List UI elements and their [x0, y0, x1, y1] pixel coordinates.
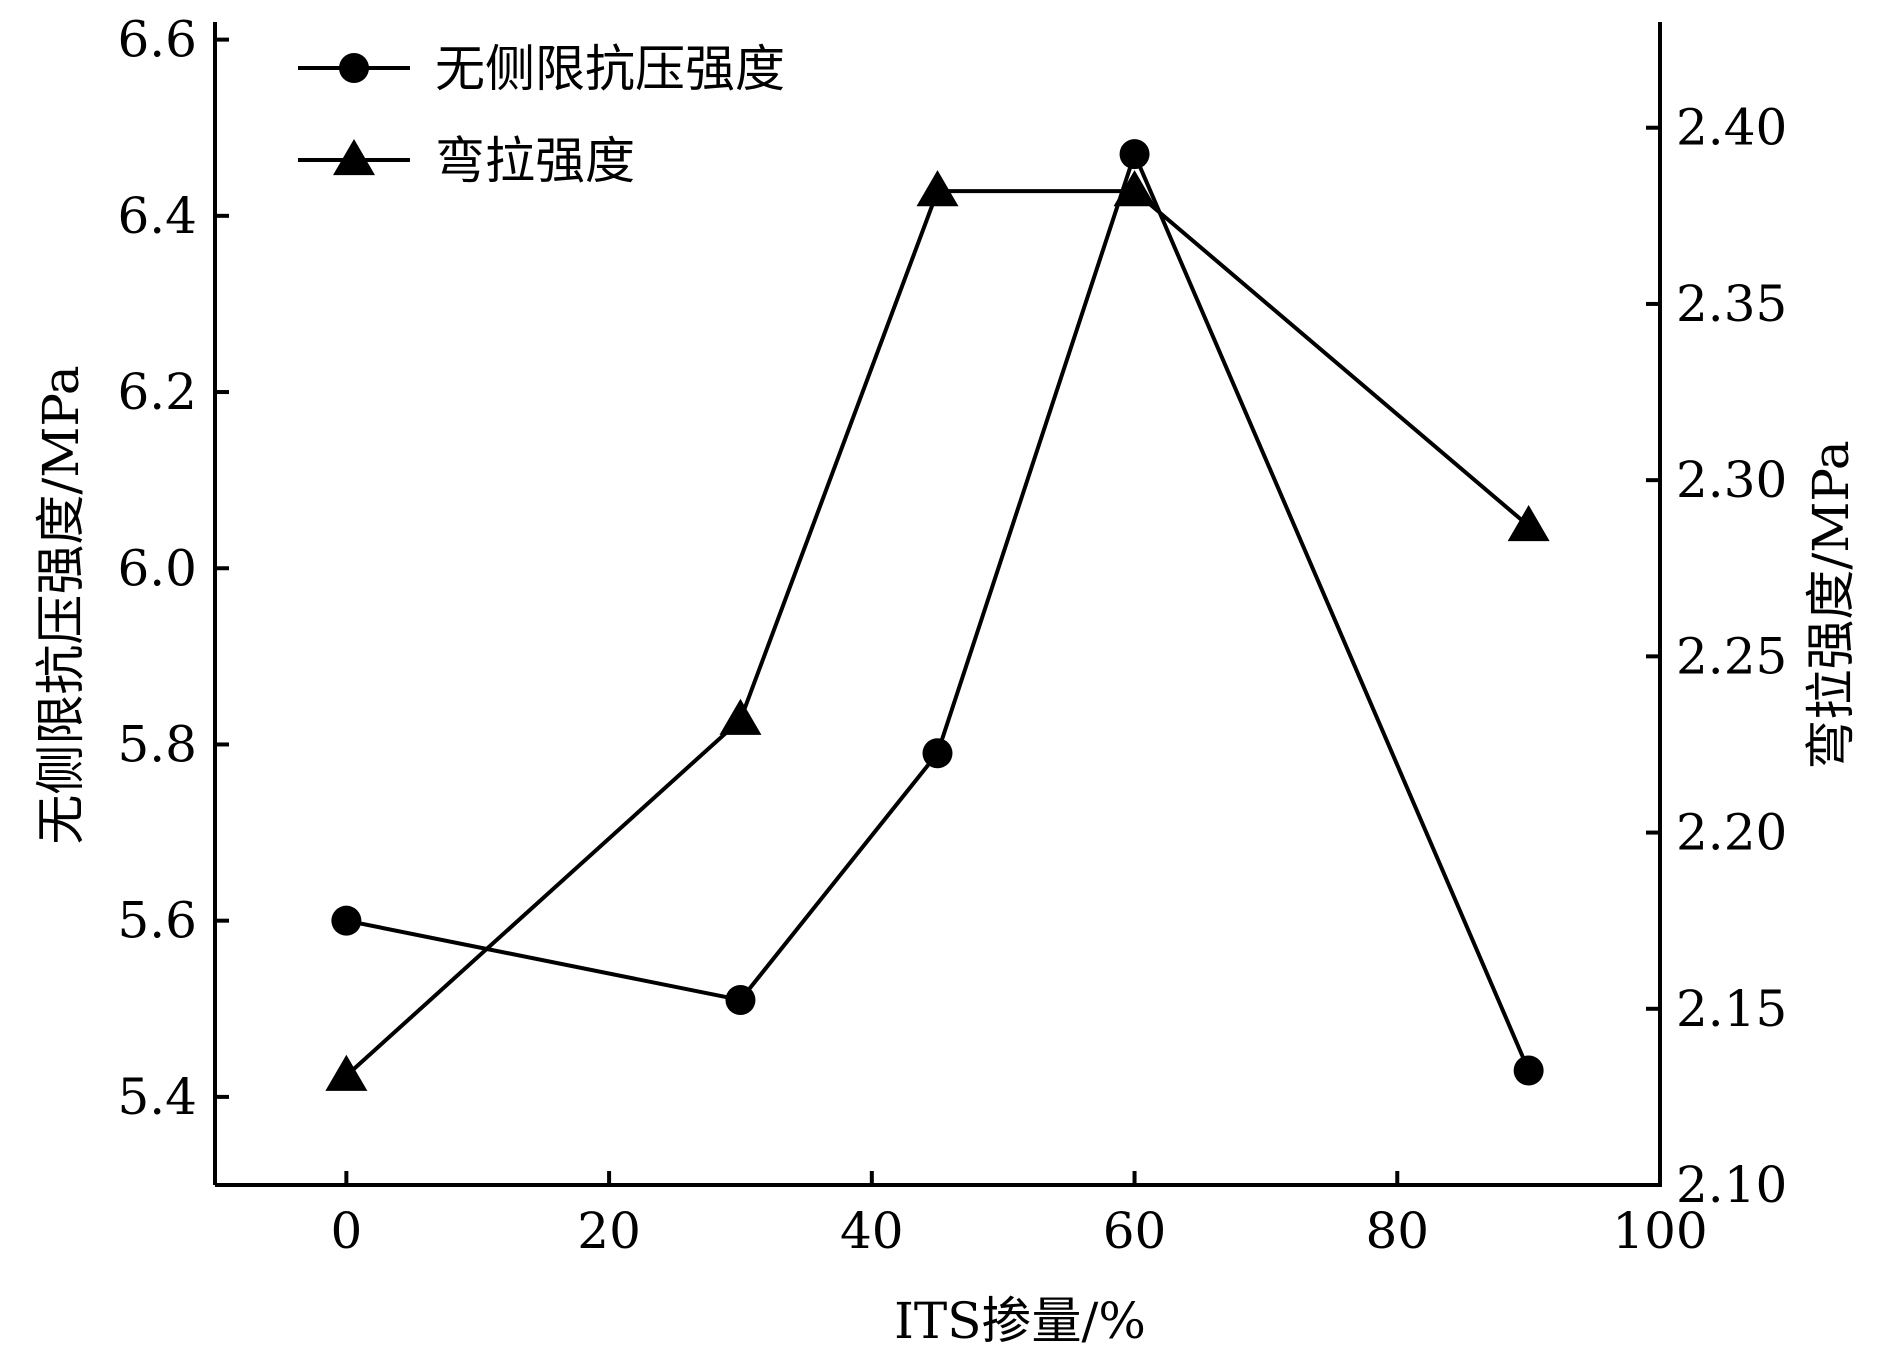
series-0-point-1: [725, 984, 756, 1015]
axes: 0 20 40 60 80 100 5.4 5.6 5.8 6.0 6.2 6.4 6.6 2.10 2.1…: [117, 11, 1787, 1260]
y-axis-left-title: 无侧限抗压强度/MPa: [32, 365, 90, 844]
series-0-point-2: [922, 738, 953, 769]
y-right-tick-label-5: 2.35: [1676, 275, 1787, 333]
y-left-tick-label-0: 5.4: [117, 1068, 197, 1126]
x-tick-label-5: 100: [1612, 1202, 1707, 1260]
y-right-tick-label-0: 2.10: [1676, 1156, 1787, 1214]
series-1-point-2: [916, 170, 959, 207]
series-1-point-3: [1113, 170, 1156, 207]
x-tick-label-0: 0: [330, 1202, 362, 1260]
legend-label-0: 无侧限抗压强度: [435, 40, 785, 98]
series-0: [331, 139, 1544, 1086]
y-axis-right-title: 弯拉强度/MPa: [1802, 440, 1860, 769]
series-line-0: [345, 148, 1531, 1072]
y-left-tick-label-5: 6.4: [117, 187, 197, 245]
series-layer: [325, 139, 1550, 1091]
y-right-tick-label-2: 2.20: [1676, 804, 1787, 862]
x-axis-title: ITS掺量/%: [894, 1292, 1146, 1350]
y-right-tick-label-6: 2.40: [1676, 99, 1787, 157]
x-tick-label-1: 20: [577, 1202, 641, 1260]
series-1-point-1: [719, 698, 762, 735]
series-1-point-0: [325, 1054, 368, 1091]
y-left-tick-label-4: 6.2: [117, 363, 197, 421]
series-0-point-3: [1119, 139, 1150, 170]
x-tick-label-4: 80: [1365, 1202, 1429, 1260]
x-tick-label-3: 60: [1103, 1202, 1167, 1260]
y-left-tick-label-2: 5.8: [117, 715, 197, 773]
legend-label-1: 弯拉强度: [435, 132, 635, 190]
y-right-tick-label-1: 2.15: [1676, 980, 1787, 1038]
legend-marker-1: [333, 139, 375, 176]
legend-marker-0: [339, 53, 369, 83]
series-line-1: [345, 189, 1530, 1078]
series-1-point-4: [1507, 504, 1550, 542]
series-0-point-4: [1513, 1055, 1544, 1086]
x-tick-label-2: 40: [840, 1202, 904, 1260]
y-left-tick-label-1: 5.6: [117, 892, 197, 950]
y-right-tick-label-3: 2.25: [1676, 627, 1787, 685]
y-left-tick-label-3: 6.0: [117, 539, 197, 597]
series-1: [325, 170, 1550, 1091]
y-right-tick-label-4: 2.30: [1676, 451, 1787, 509]
series-0-point-0: [331, 905, 362, 936]
y-left-tick-label-6: 6.6: [117, 11, 197, 69]
